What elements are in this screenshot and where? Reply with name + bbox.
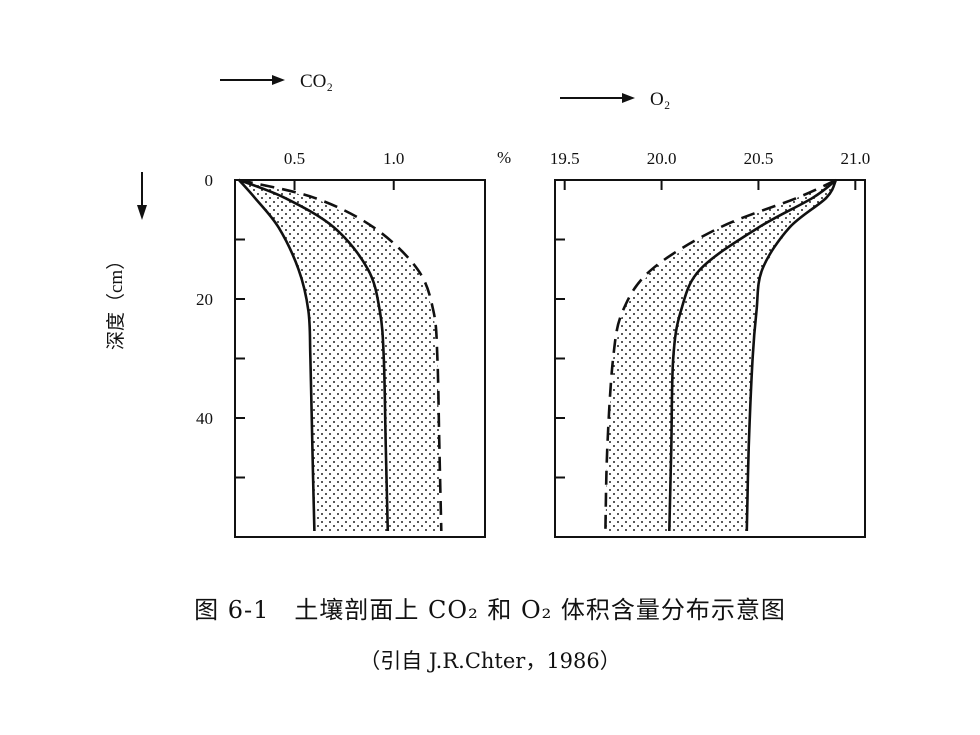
- o2-series-line-2: [745, 179, 838, 532]
- o2-legend: O₂: [560, 89, 670, 110]
- co2-series-line-0: [238, 179, 316, 532]
- o2-panel: 19.5 20.0 20.5 21.0: [550, 149, 870, 538]
- o2-band-outer: [605, 180, 836, 531]
- co2-top-tick-label-0: 0.5: [284, 149, 305, 168]
- co2-depth-tick-label-1: 20: [196, 290, 213, 309]
- figure-caption: 图 6-1 土壤剖面上 CO₂ 和 O₂ 体积含量分布示意图: [194, 596, 786, 624]
- depth-axis-label-group: 深度（cm）: [105, 172, 147, 350]
- depth-axis-label: 深度（cm）: [105, 251, 127, 350]
- o2-series-line-1: [668, 178, 837, 532]
- co2-legend: CO₂: [220, 71, 333, 92]
- depth-arrow-head: [137, 205, 147, 220]
- o2-top-tick-label-0: 19.5: [550, 149, 580, 168]
- o2-series-line-0: [604, 178, 837, 532]
- co2-legend-label: CO₂: [300, 71, 333, 92]
- figure-source: （引自 J.R.Chter，1986）: [359, 649, 621, 673]
- co2-panel: 0.5 1.0 0 20 40 %: [196, 148, 511, 538]
- co2-series-line-1: [238, 178, 390, 532]
- co2-top-tick-label-1: 1.0: [383, 149, 404, 168]
- o2-top-tick-label-3: 21.0: [840, 149, 870, 168]
- co2-series-line-2: [238, 178, 443, 532]
- co2-band-inner: [239, 180, 388, 531]
- co2-depth-tick-label-2: 40: [196, 409, 213, 428]
- o2-top-tick-label-1: 20.0: [647, 149, 677, 168]
- co2-unit-label: %: [497, 148, 511, 167]
- o2-legend-label: O₂: [650, 89, 670, 110]
- co2-band-outer: [239, 180, 442, 531]
- co2-depth-tick-label-0: 0: [205, 171, 214, 190]
- o2-top-tick-label-2: 20.5: [744, 149, 774, 168]
